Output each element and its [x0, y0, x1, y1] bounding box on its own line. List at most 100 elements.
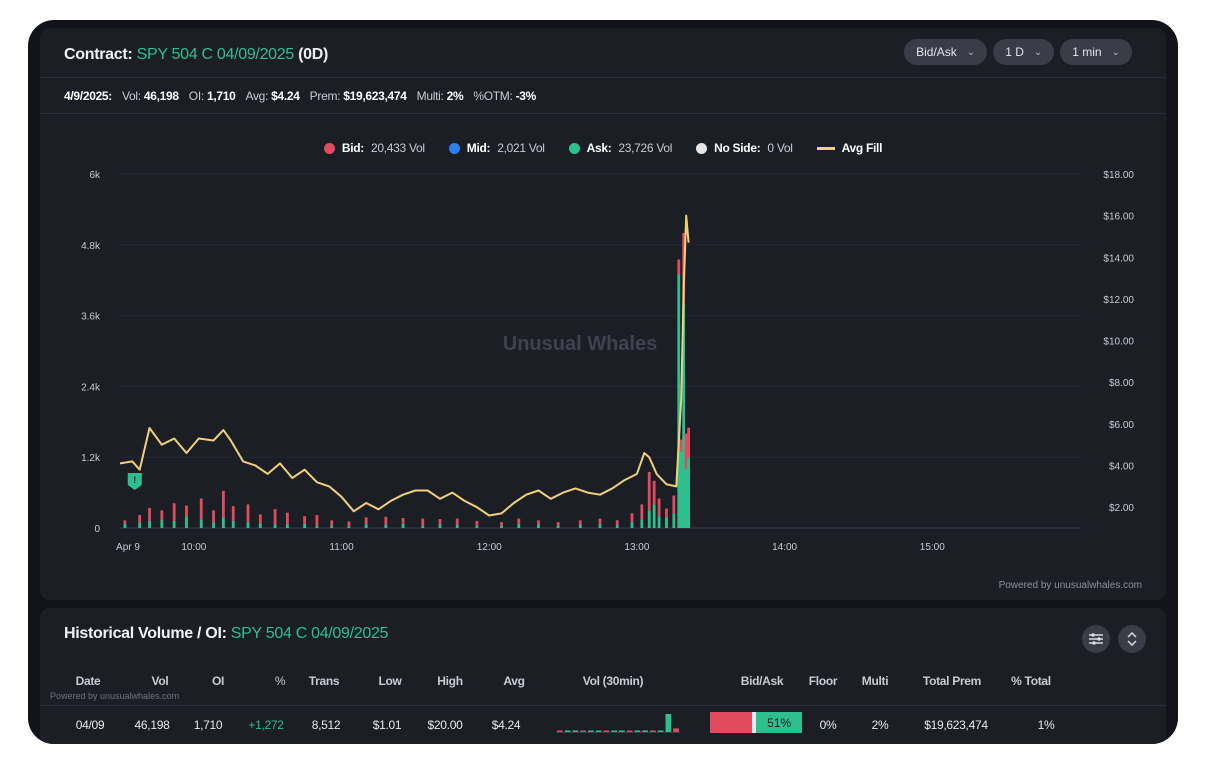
ask-bar [677, 274, 681, 528]
cell-total-prem: $19,623,474 [924, 718, 988, 732]
bid-bar [364, 517, 368, 525]
watermark-text: Unusual Whales [503, 333, 657, 355]
y2-tick-label: $16.00 [1103, 212, 1134, 223]
bid-bar [212, 510, 215, 523]
ask-bar [517, 523, 521, 528]
app-window: Contract: SPY 504 C 04/09/2025 (0D) Bid/… [28, 20, 1178, 744]
sparkline-bar [580, 730, 586, 732]
bid-bar [679, 439, 683, 452]
ask-dot-icon [568, 142, 580, 154]
sparkline-bar [626, 730, 633, 732]
col-pct-total[interactable]: % Total [1011, 674, 1051, 688]
sparkline-bar [673, 728, 679, 732]
bid-bar [665, 508, 668, 518]
ask-bar [455, 525, 459, 528]
y2-tick-label: $10.00 [1103, 337, 1134, 348]
ask-bar [172, 520, 176, 528]
y-tick-label: 4.8k [81, 241, 101, 252]
interval-dropdown-label: 1 min [1072, 45, 1102, 59]
bid-bar [630, 513, 634, 523]
legend-avg-fill[interactable]: Avg Fill [816, 141, 882, 155]
col-date[interactable]: Date [75, 674, 101, 688]
y2-tick-label: $6.00 [1109, 420, 1134, 431]
divider [40, 77, 1166, 78]
y2-tick-label: $4.00 [1109, 462, 1134, 473]
ask-bar [421, 525, 425, 528]
ask-bar [578, 525, 582, 528]
col-pct[interactable]: % [274, 674, 286, 688]
col-oi[interactable]: OI [211, 674, 225, 688]
contract-title: Contract: SPY 504 C 04/09/2025 (0D) [64, 46, 328, 64]
sparkline-bar [611, 730, 617, 732]
ask-share-label: 51% [767, 715, 792, 730]
col-trans[interactable]: Trans [308, 674, 340, 688]
bid-bar [657, 498, 661, 517]
col-multi[interactable]: Multi [861, 674, 889, 688]
cell-low: $1.01 [372, 718, 402, 732]
ask-bar [640, 519, 644, 528]
settings-sliders-button[interactable] [1082, 625, 1110, 653]
sparkline-bar [634, 730, 641, 732]
bid-bar [421, 518, 425, 526]
sparkline-bar [572, 730, 579, 732]
cell-avg: $4.24 [491, 718, 521, 732]
col-high[interactable]: High [437, 674, 463, 688]
range-dropdown[interactable]: 1 D ⌄ [993, 39, 1055, 65]
ask-bar [684, 469, 688, 528]
bid-bar [598, 518, 602, 525]
stat-prem: Prem: $19,623,474 [309, 89, 407, 103]
col-total-prem[interactable]: Total Prem [922, 674, 982, 688]
col-floor[interactable]: Floor [808, 674, 838, 688]
ask-share-bar: 51% [756, 712, 802, 733]
legend-no-side[interactable]: No Side: 0 Vol [696, 141, 793, 155]
ask-bar [687, 457, 691, 528]
mid-dot-icon [448, 142, 460, 154]
bid-bar [123, 520, 127, 524]
bid-bar [652, 480, 656, 505]
ask-bar [303, 523, 307, 528]
col-avg[interactable]: Avg [503, 674, 525, 688]
ask-bar [475, 525, 479, 528]
bid-bar [401, 517, 405, 524]
cell-date: 04/09 [75, 718, 105, 732]
bid-share-bar [710, 712, 753, 733]
bid-bar [615, 520, 619, 526]
col-bid-ask[interactable]: Bid/Ask [740, 674, 784, 688]
bid-bar [556, 522, 560, 526]
bid-bar [303, 516, 307, 524]
ask-bar [647, 510, 651, 528]
col-vol-30min[interactable]: Vol (30min) [582, 674, 644, 688]
ask-bar [315, 525, 319, 528]
side-dropdown-label: Bid/Ask [916, 45, 957, 59]
divider [40, 113, 1166, 114]
expand-button[interactable] [1118, 625, 1146, 653]
chart-controls: Bid/Ask ⌄ 1 D ⌄ 1 min ⌄ [904, 39, 1132, 65]
y2-tick-label: $2.00 [1109, 503, 1134, 514]
bid-bar [672, 495, 676, 514]
bid-bar [160, 510, 164, 520]
sparkline-bar [642, 730, 648, 732]
row-divider [40, 705, 1166, 706]
interval-dropdown[interactable]: 1 min ⌄ [1060, 39, 1132, 65]
ask-bar [615, 525, 619, 528]
volume-chart: 0 1.2k 2.4k 3.6k 4.8k 6k $2.00 $4.00 $6.00 $8.00 $… [81, 170, 1134, 553]
chevron-down-icon: ⌄ [1033, 46, 1043, 58]
ask-bar [123, 523, 127, 528]
ask-bar [672, 513, 676, 528]
legend-bid[interactable]: Bid: 20,433 Vol [323, 141, 425, 155]
bid-bar [273, 509, 277, 525]
ask-bar [652, 504, 656, 528]
stat-multi: Multi: 2% [416, 89, 464, 103]
legend-mid[interactable]: Mid: 2,021 Vol [448, 141, 545, 155]
bid-bar [148, 507, 151, 521]
col-vol[interactable]: Vol [151, 674, 169, 688]
legend-ask[interactable]: Ask: 23,726 Vol [568, 141, 672, 155]
side-dropdown[interactable]: Bid/Ask ⌄ [904, 39, 988, 65]
ask-bar [630, 522, 634, 528]
bid-bar [221, 490, 225, 518]
cell-trans: 8,512 [311, 718, 341, 732]
sparkline-bar [657, 730, 664, 732]
historical-panel: Historical Volume / OI: SPY 504 C 04/09/… [40, 608, 1166, 744]
bid-ask-bar: 51% [710, 712, 802, 733]
col-low[interactable]: Low [378, 674, 402, 688]
